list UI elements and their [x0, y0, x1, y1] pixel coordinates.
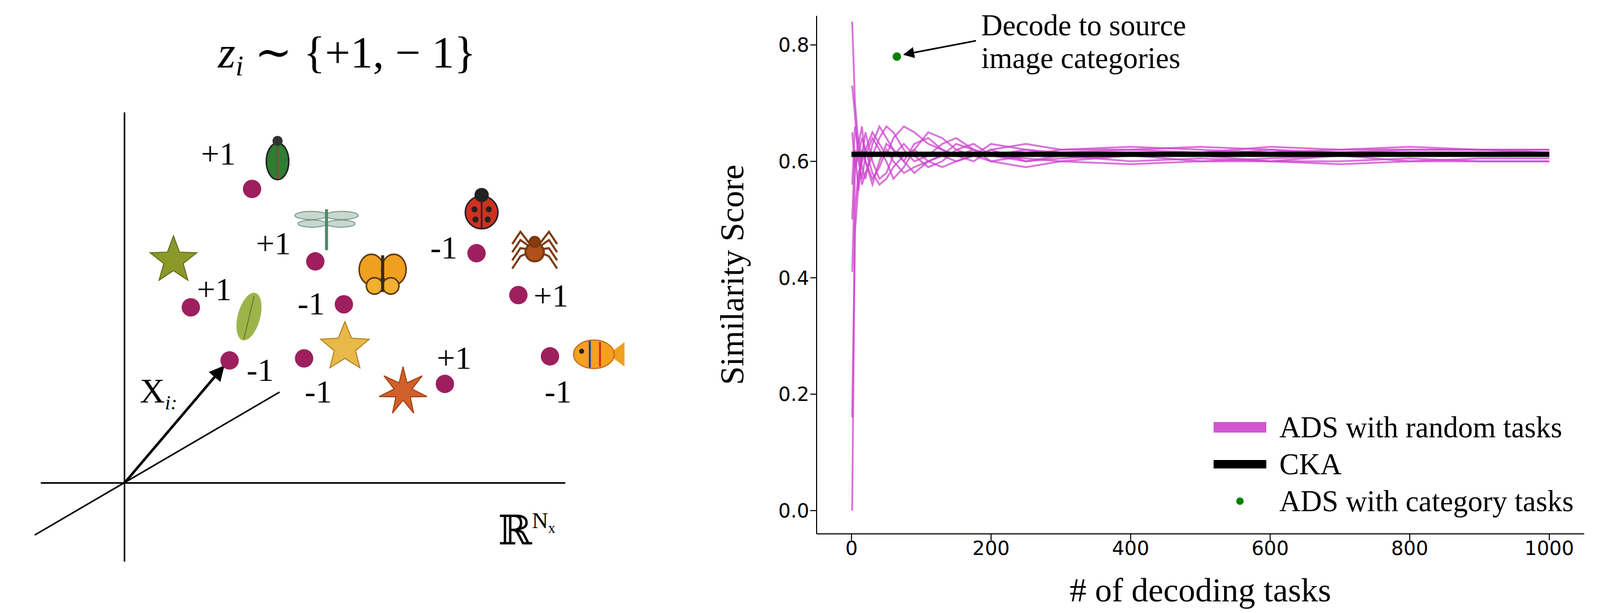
svg-text:0.2: 0.2: [778, 382, 810, 406]
svg-text:+1: +1: [533, 277, 569, 314]
svg-text:-1: -1: [544, 373, 572, 410]
svg-text:ℝNx: ℝNx: [498, 506, 556, 554]
svg-text:+1: +1: [256, 225, 292, 261]
svg-text:0: 0: [845, 536, 858, 560]
svg-text:-1: -1: [430, 229, 458, 266]
svg-text:+1: +1: [436, 339, 472, 376]
svg-text:0.8: 0.8: [778, 33, 810, 57]
svg-text:600: 600: [1251, 536, 1289, 560]
svg-text:1000: 1000: [1524, 536, 1575, 560]
svg-text:Xi:: Xi:: [139, 371, 178, 414]
svg-text:0.4: 0.4: [778, 266, 810, 290]
svg-text:400: 400: [1111, 536, 1150, 560]
svg-text:zi ∼ {+1, − 1}: zi ∼ {+1, − 1}: [217, 27, 477, 82]
svg-text:# of decoding tasks: # of decoding tasks: [1069, 570, 1332, 609]
html-text:ADS with random tasks: ADS with random tasks: [1279, 410, 1563, 444]
svg-text:+1: +1: [200, 135, 236, 172]
svg-text:800: 800: [1391, 536, 1429, 560]
svg-text:200: 200: [972, 536, 1011, 560]
html-text:ADS with category tasks: ADS with category tasks: [1279, 484, 1574, 518]
svg-text:-1: -1: [246, 351, 275, 388]
svg-text:+1: +1: [197, 270, 232, 307]
svg-text:0.0: 0.0: [778, 499, 810, 522]
svg-text:Decode to source: Decode to source: [981, 8, 1187, 42]
html-text:CKA: CKA: [1279, 447, 1342, 481]
svg-text:Similarity Score: Similarity Score: [713, 164, 751, 385]
svg-text:-1: -1: [297, 285, 326, 322]
svg-text:image categories: image categories: [981, 41, 1181, 75]
svg-text:0.6: 0.6: [778, 150, 810, 173]
svg-text:-1: -1: [304, 373, 333, 410]
